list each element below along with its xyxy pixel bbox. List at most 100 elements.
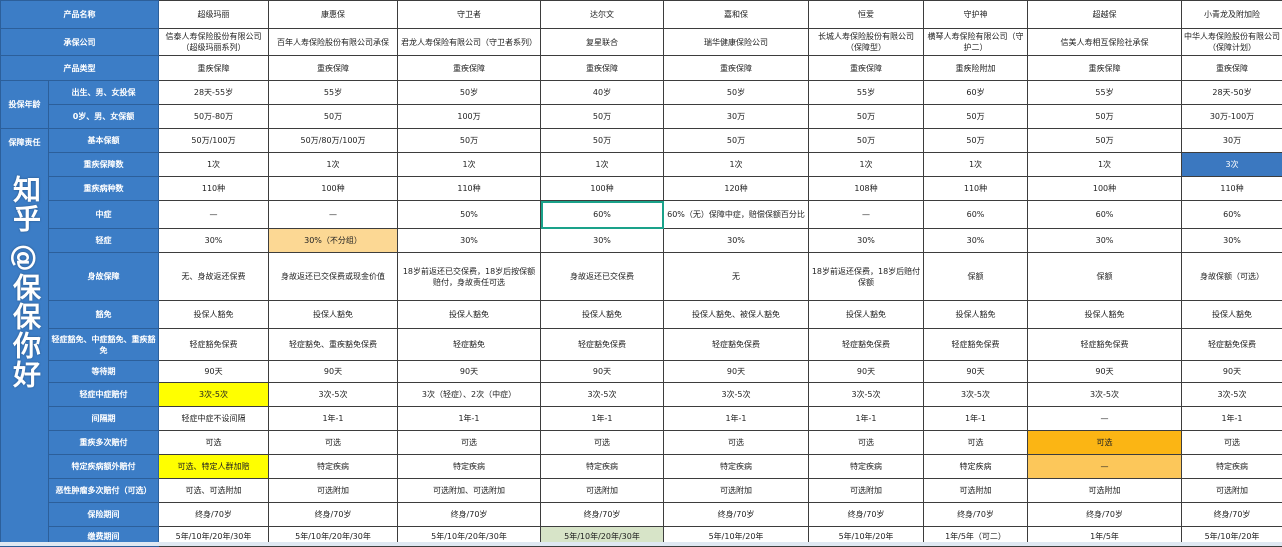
table-cell[interactable]: 身故保额（可选） xyxy=(1182,253,1282,301)
table-cell[interactable]: 50万 xyxy=(809,105,924,129)
table-cell[interactable]: 1年-1 xyxy=(664,407,809,431)
row-label[interactable]: 轻症 xyxy=(49,229,159,253)
table-cell[interactable]: 康惠保 xyxy=(269,1,398,29)
row-label[interactable]: 轻症中症赔付 xyxy=(49,383,159,407)
table-cell[interactable]: 30%（不分组） xyxy=(269,229,398,253)
table-cell[interactable]: 恒爱 xyxy=(809,1,924,29)
row-label[interactable]: 承保公司 xyxy=(1,29,159,56)
table-cell[interactable]: 保额 xyxy=(924,253,1028,301)
table-cell[interactable]: 1次 xyxy=(541,153,664,177)
table-cell[interactable]: 18岁前返还保费，18岁后赔付保额 xyxy=(809,253,924,301)
table-cell[interactable]: 90天 xyxy=(541,361,664,383)
table-cell[interactable]: 可选附加 xyxy=(269,479,398,503)
table-cell[interactable]: 轻症豁免保费 xyxy=(541,329,664,361)
table-cell[interactable]: 3次-5次 xyxy=(541,383,664,407)
table-cell[interactable]: 轻症豁免保费 xyxy=(809,329,924,361)
table-cell[interactable]: 50万 xyxy=(541,105,664,129)
table-cell[interactable]: 110种 xyxy=(1182,177,1282,201)
table-cell[interactable]: 特定疾病 xyxy=(541,455,664,479)
table-cell[interactable]: 终身/70岁 xyxy=(924,503,1028,527)
row-label[interactable]: 保险期间 xyxy=(49,503,159,527)
row-label[interactable]: 等待期 xyxy=(49,361,159,383)
table-cell[interactable]: 可选 xyxy=(1028,431,1182,455)
table-cell[interactable]: — xyxy=(269,201,398,229)
table-cell[interactable]: 1次 xyxy=(664,153,809,177)
table-cell[interactable]: 1次 xyxy=(398,153,541,177)
table-cell[interactable]: 超越保 xyxy=(1028,1,1182,29)
table-cell[interactable]: — xyxy=(1028,455,1182,479)
table-cell[interactable]: 50万 xyxy=(269,105,398,129)
table-cell[interactable]: 重疾保障 xyxy=(269,56,398,81)
table-cell[interactable]: 可选 xyxy=(924,431,1028,455)
table-cell[interactable]: 终身/70岁 xyxy=(1182,503,1282,527)
table-cell[interactable]: 终身/70岁 xyxy=(664,503,809,527)
table-cell[interactable]: 50万 xyxy=(541,129,664,153)
table-cell[interactable]: 无 xyxy=(664,253,809,301)
table-cell[interactable]: — xyxy=(159,201,269,229)
row-label[interactable]: 间隔期 xyxy=(49,407,159,431)
table-cell[interactable]: 60% xyxy=(1028,201,1182,229)
table-cell[interactable]: 轻症豁免保费 xyxy=(1182,329,1282,361)
table-cell[interactable]: 终身/70岁 xyxy=(159,503,269,527)
table-cell[interactable]: 百年人寿保险股份有限公司承保 xyxy=(269,29,398,56)
table-cell[interactable]: 90天 xyxy=(159,361,269,383)
table-cell[interactable]: 90天 xyxy=(398,361,541,383)
table-cell[interactable]: — xyxy=(809,201,924,229)
table-cell[interactable]: 100种 xyxy=(541,177,664,201)
table-cell[interactable]: 身故返还已交保费 xyxy=(541,253,664,301)
row-label[interactable]: 特定疾病额外赔付 xyxy=(49,455,159,479)
table-cell[interactable]: 3次-5次 xyxy=(269,383,398,407)
table-cell[interactable]: 投保人豁免 xyxy=(1028,301,1182,329)
table-cell[interactable]: 君龙人寿保险有限公司（守卫者系列） xyxy=(398,29,541,56)
row-label[interactable]: 基本保额 xyxy=(49,129,159,153)
table-cell[interactable]: 特定疾病 xyxy=(664,455,809,479)
table-cell[interactable]: 可选附加 xyxy=(1028,479,1182,503)
group-label-age[interactable]: 投保年龄 xyxy=(1,81,49,129)
row-label[interactable]: 重疾病种数 xyxy=(49,177,159,201)
table-cell[interactable]: 重疾保障 xyxy=(541,56,664,81)
table-cell[interactable]: 重疾保障 xyxy=(1028,56,1182,81)
row-label[interactable]: 重疾保障数 xyxy=(49,153,159,177)
group-label-coverage[interactable]: 保障责任 xyxy=(1,129,49,547)
table-cell[interactable]: 守护神 xyxy=(924,1,1028,29)
table-cell[interactable]: 90天 xyxy=(269,361,398,383)
table-cell[interactable]: 108种 xyxy=(809,177,924,201)
table-cell[interactable]: 50万 xyxy=(809,129,924,153)
table-cell[interactable]: 55岁 xyxy=(1028,81,1182,105)
table-cell[interactable]: 90天 xyxy=(1028,361,1182,383)
table-cell[interactable]: 终身/70岁 xyxy=(541,503,664,527)
table-cell[interactable]: 28天-50岁 xyxy=(1182,81,1282,105)
table-cell[interactable]: 30% xyxy=(1028,229,1182,253)
table-cell[interactable]: 30% xyxy=(809,229,924,253)
row-label[interactable]: 轻症豁免、中症豁免、重疾豁免 xyxy=(49,329,159,361)
table-cell[interactable]: 保额 xyxy=(1028,253,1182,301)
table-cell[interactable]: 1年-1 xyxy=(924,407,1028,431)
table-cell[interactable]: 90天 xyxy=(809,361,924,383)
table-cell[interactable]: 小青龙及附加险 xyxy=(1182,1,1282,29)
table-cell[interactable]: 100种 xyxy=(1028,177,1182,201)
table-cell[interactable]: 1次 xyxy=(269,153,398,177)
table-cell[interactable]: 重疾保障 xyxy=(1182,56,1282,81)
table-cell[interactable]: 轻症豁免保费 xyxy=(1028,329,1182,361)
table-cell[interactable]: 长城人寿保险股份有限公司（保障型） xyxy=(809,29,924,56)
table-cell[interactable]: 90天 xyxy=(664,361,809,383)
table-cell[interactable]: 55岁 xyxy=(809,81,924,105)
table-cell[interactable]: 60% xyxy=(1182,201,1282,229)
table-cell[interactable]: 100种 xyxy=(269,177,398,201)
table-cell[interactable]: 60% xyxy=(924,201,1028,229)
table-cell[interactable]: 50万 xyxy=(924,129,1028,153)
table-cell[interactable]: 1次 xyxy=(809,153,924,177)
row-label[interactable]: 豁免 xyxy=(49,301,159,329)
table-cell[interactable]: 瑞华健康保险公司 xyxy=(664,29,809,56)
table-cell[interactable]: 嘉和保 xyxy=(664,1,809,29)
table-cell[interactable]: 横琴人寿保险有限公司（守护二） xyxy=(924,29,1028,56)
table-cell[interactable]: 超级玛丽 xyxy=(159,1,269,29)
table-cell[interactable]: 3次-5次 xyxy=(809,383,924,407)
table-cell[interactable]: 守卫者 xyxy=(398,1,541,29)
table-cell[interactable]: 3次-5次 xyxy=(924,383,1028,407)
table-cell[interactable]: 30万 xyxy=(1182,129,1282,153)
table-cell[interactable]: 90天 xyxy=(1182,361,1282,383)
row-label[interactable]: 中症 xyxy=(49,201,159,229)
table-cell[interactable]: 可选附加 xyxy=(664,479,809,503)
row-label[interactable]: 身故保障 xyxy=(49,253,159,301)
